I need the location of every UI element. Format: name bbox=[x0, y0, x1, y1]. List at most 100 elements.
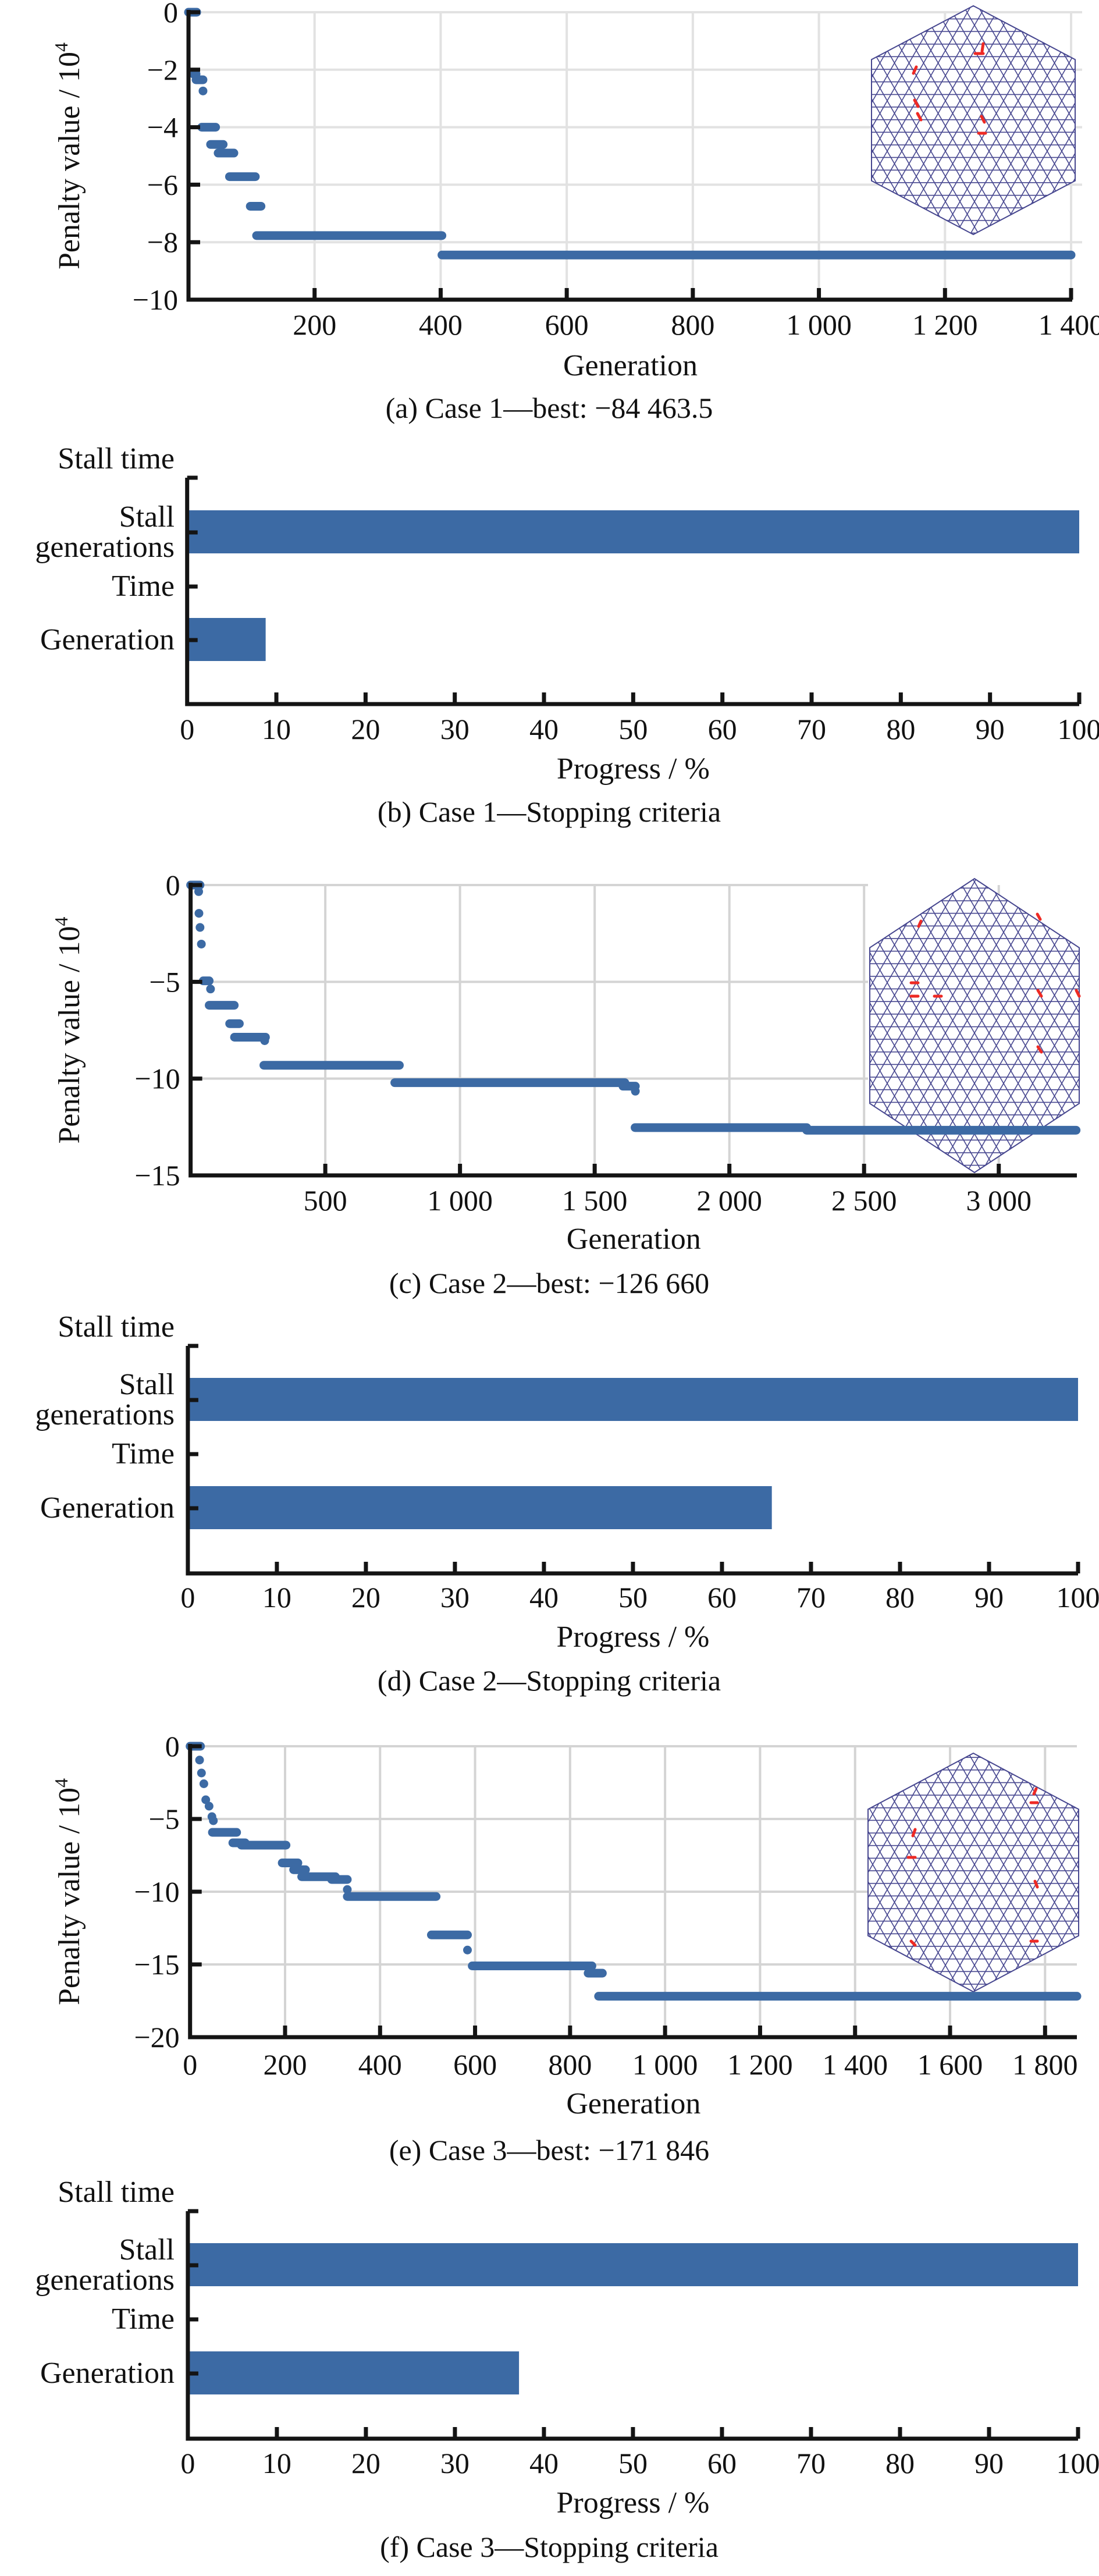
x-tick-label: 1 400 bbox=[822, 2048, 888, 2081]
y-tick-label: −5 bbox=[148, 1803, 179, 1835]
chart-a-convergence: 0 −2 −4 −6 −8 −10 200 400 600 800 1 000 1 200 1 400 G… bbox=[51, 0, 1099, 424]
lattice-pattern bbox=[872, 6, 1075, 234]
defect-edge bbox=[909, 1939, 917, 1947]
x-tick-label: 0 bbox=[180, 2447, 195, 2479]
x-tick-label: 800 bbox=[671, 308, 714, 341]
x-tick-label: 600 bbox=[545, 308, 589, 341]
x-tick-label: 90 bbox=[974, 1581, 1004, 1614]
x-tick-label: 70 bbox=[796, 2447, 826, 2479]
defect-edge bbox=[980, 115, 986, 124]
bar-generation bbox=[187, 618, 266, 661]
y-tick-label: −4 bbox=[147, 111, 178, 144]
x-tick-label: 200 bbox=[263, 2048, 307, 2081]
category-label: generations bbox=[35, 531, 175, 564]
defect-edge bbox=[911, 1828, 917, 1838]
panel-caption: (f) Case 3—Stopping criteria bbox=[380, 2531, 719, 2563]
category-label: Stall bbox=[119, 1368, 175, 1401]
defect-edge bbox=[1075, 989, 1081, 998]
y-tick-label: 0 bbox=[163, 0, 178, 29]
bar-stall-generations bbox=[187, 1378, 1078, 1421]
x-tick-label: 10 bbox=[262, 1581, 291, 1614]
x-tick-label: 50 bbox=[618, 1581, 648, 1614]
defect-edge bbox=[916, 112, 923, 122]
x-tick-label: 20 bbox=[351, 2447, 380, 2479]
lattice-pattern bbox=[870, 879, 1079, 1172]
y-axis-title-exponent: 4 bbox=[51, 1778, 72, 1788]
x-tick-label: 800 bbox=[548, 2048, 592, 2081]
x-tick-label: 2 500 bbox=[831, 1184, 897, 1217]
panel-caption: (c) Case 2—best: −126 660 bbox=[389, 1267, 709, 1299]
category-label: Stall time bbox=[58, 2176, 175, 2209]
x-tick-label: 40 bbox=[529, 2447, 559, 2479]
bar-generation bbox=[187, 1486, 772, 1529]
defect-edge bbox=[1033, 1879, 1039, 1889]
x-tick-label: 3 000 bbox=[966, 1184, 1032, 1217]
bar-stall-generations bbox=[187, 510, 1080, 553]
x-tick-label: 200 bbox=[293, 308, 336, 341]
panel-caption: (d) Case 2—Stopping criteria bbox=[378, 1664, 721, 1697]
x-tick-label: 30 bbox=[440, 713, 470, 745]
x-tick-label: 100 bbox=[1057, 1581, 1099, 1614]
lattice-outline bbox=[869, 877, 1080, 1174]
y-tick-label: −20 bbox=[134, 2021, 179, 2053]
x-tick-label: 30 bbox=[440, 2447, 470, 2479]
category-label: Stall time bbox=[58, 1310, 175, 1344]
x-tick-label: 40 bbox=[529, 713, 559, 745]
x-tick-label: 10 bbox=[262, 713, 291, 745]
x-tick-label: 100 bbox=[1057, 2447, 1099, 2479]
x-tick-label: 1 400 bbox=[1038, 308, 1099, 341]
y-tick-label: 0 bbox=[166, 869, 180, 901]
x-tick-label: 40 bbox=[529, 1581, 559, 1614]
x-tick-label: 1 000 bbox=[786, 308, 852, 341]
x-tick-label: 1 600 bbox=[917, 2048, 983, 2081]
axes bbox=[186, 2211, 1078, 2441]
axes bbox=[185, 478, 1079, 706]
x-tick-label: 90 bbox=[974, 2447, 1004, 2479]
x-axis-title: Progress / % bbox=[557, 752, 710, 786]
x-tick-label: 0 bbox=[183, 2048, 197, 2081]
x-tick-label: 70 bbox=[796, 1581, 826, 1614]
lattice-inset bbox=[869, 877, 1081, 1174]
defect-edge bbox=[1032, 1787, 1038, 1796]
defect-edge bbox=[1036, 1045, 1043, 1054]
defect-edge bbox=[1036, 989, 1043, 998]
y-axis-title-exponent: 4 bbox=[51, 916, 72, 926]
x-tick-label: 80 bbox=[885, 2447, 915, 2479]
x-tick-label: 600 bbox=[453, 2048, 497, 2081]
category-label: Stall time bbox=[58, 442, 175, 475]
x-tick-label: 1 000 bbox=[632, 2048, 698, 2081]
category-label: Time bbox=[112, 1437, 175, 1470]
x-tick-label: 500 bbox=[304, 1184, 347, 1217]
category-label: Time bbox=[112, 2303, 175, 2336]
y-tick-label: −10 bbox=[134, 1875, 179, 1908]
y-tick-label: −2 bbox=[147, 54, 178, 86]
defect-edge bbox=[980, 42, 985, 53]
x-tick-label: 60 bbox=[708, 713, 737, 745]
chart-c-convergence: 0 −5 −10 −15 500 1 000 1 500 2 000 2 500 3 000 Gen… bbox=[51, 869, 1081, 1299]
y-axis-title: Penalty value / 104 bbox=[51, 1778, 86, 2005]
x-axis-title: Generation bbox=[566, 2087, 700, 2120]
y-axis-title-text: Penalty value / 10 bbox=[53, 1788, 86, 2005]
y-axis-title: Penalty value / 104 bbox=[51, 42, 86, 269]
x-tick-label: 80 bbox=[886, 713, 915, 745]
axes bbox=[186, 1346, 1078, 1576]
x-tick-label: 50 bbox=[618, 713, 648, 745]
x-tick-label: 80 bbox=[885, 1581, 915, 1614]
x-tick-label: 0 bbox=[180, 1581, 195, 1614]
x-tick-label: 1 500 bbox=[562, 1184, 628, 1217]
y-tick-label: −8 bbox=[147, 226, 178, 258]
y-axis-title: Penalty value / 104 bbox=[51, 916, 86, 1143]
lattice-inset bbox=[867, 1752, 1079, 1993]
x-tick-label: 30 bbox=[440, 1581, 470, 1614]
x-axis-title: Generation bbox=[563, 349, 698, 382]
defect-edge bbox=[913, 98, 920, 108]
category-label: Stall bbox=[119, 2233, 175, 2266]
x-tick-label: 50 bbox=[618, 2447, 648, 2479]
category-label: generations bbox=[35, 1398, 175, 1431]
bar-generation bbox=[187, 2351, 520, 2394]
x-tick-label: 1 000 bbox=[427, 1184, 493, 1217]
x-tick-label: 400 bbox=[358, 2048, 402, 2081]
y-axis-title-text: Penalty value / 10 bbox=[53, 926, 86, 1143]
